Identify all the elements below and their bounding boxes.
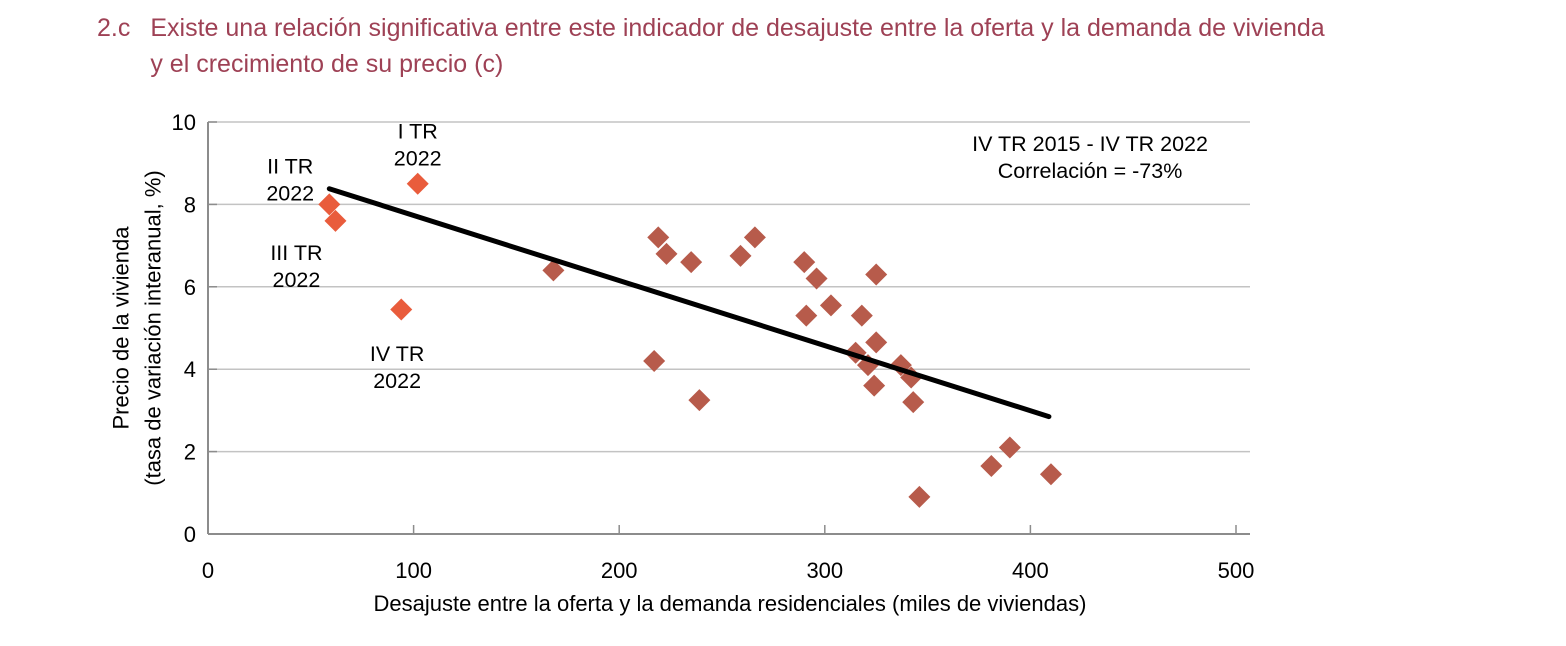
- x-tick-label: 100: [395, 558, 432, 583]
- y-tick-label: 10: [172, 110, 196, 135]
- y-axis-title-line2: (tasa de variación interanual, %): [141, 170, 166, 486]
- data-point: [655, 242, 678, 265]
- data-point: [647, 226, 670, 249]
- data-point: [902, 391, 925, 414]
- annotation-label: 2022: [266, 182, 314, 206]
- annotation-label: III TR: [270, 241, 322, 265]
- figure-number: 2.c: [97, 14, 131, 42]
- data-point: [643, 349, 666, 372]
- annotation-label: II TR: [267, 155, 313, 179]
- data-point: [1039, 463, 1062, 486]
- figure-title-line2: y el crecimiento de su precio (c): [150, 50, 504, 78]
- y-axis-title-line1: Precio de la vivienda: [109, 226, 134, 430]
- data-point: [729, 244, 752, 267]
- data-point: [819, 294, 842, 317]
- annotation-label: 2022: [373, 369, 421, 393]
- annotation-label: IV TR: [370, 342, 425, 366]
- data-point: [865, 331, 888, 354]
- data-point: [805, 267, 828, 290]
- data-point: [680, 251, 703, 274]
- data-point: [793, 251, 816, 274]
- trend-line: [326, 186, 1052, 420]
- x-tick-label: 400: [1012, 558, 1049, 583]
- y-tick-label: 6: [184, 275, 196, 300]
- data-point: [795, 304, 818, 327]
- annotation-label: IV TR 2015 - IV TR 2022: [972, 132, 1208, 156]
- data-point: [908, 485, 931, 508]
- data-point: [390, 298, 413, 321]
- figure-title-text: Existe una relación significativa entre …: [150, 10, 1324, 82]
- x-axis-title: Desajuste entre la oferta y la demanda r…: [374, 591, 1087, 616]
- figure-title: 2.c Existe una relación significativa en…: [97, 10, 1325, 82]
- y-tick-label: 2: [184, 440, 196, 465]
- annotation-label: 2022: [394, 147, 442, 171]
- x-tick-label: 0: [202, 558, 214, 583]
- data-point: [865, 263, 888, 286]
- y-tick-label: 8: [184, 192, 196, 217]
- data-point: [406, 172, 429, 195]
- x-tick-label: 200: [601, 558, 638, 583]
- annotation-label: 2022: [272, 268, 320, 292]
- data-point: [743, 226, 766, 249]
- figure-title-line1: Existe una relación significativa entre …: [150, 14, 1325, 42]
- annotation-label: I TR: [398, 120, 438, 144]
- data-point: [863, 374, 886, 397]
- annotation-label: Correlación = -73%: [998, 159, 1183, 183]
- data-point: [542, 259, 565, 282]
- data-point: [850, 304, 873, 327]
- data-point: [324, 209, 347, 232]
- data-point: [980, 455, 1003, 478]
- data-point: [998, 436, 1021, 459]
- x-tick-label: 500: [1218, 558, 1255, 583]
- data-point: [688, 389, 711, 412]
- y-tick-label: 4: [184, 357, 196, 382]
- data-point: [318, 193, 341, 216]
- x-tick-label: 300: [806, 558, 843, 583]
- y-tick-label: 0: [184, 522, 196, 547]
